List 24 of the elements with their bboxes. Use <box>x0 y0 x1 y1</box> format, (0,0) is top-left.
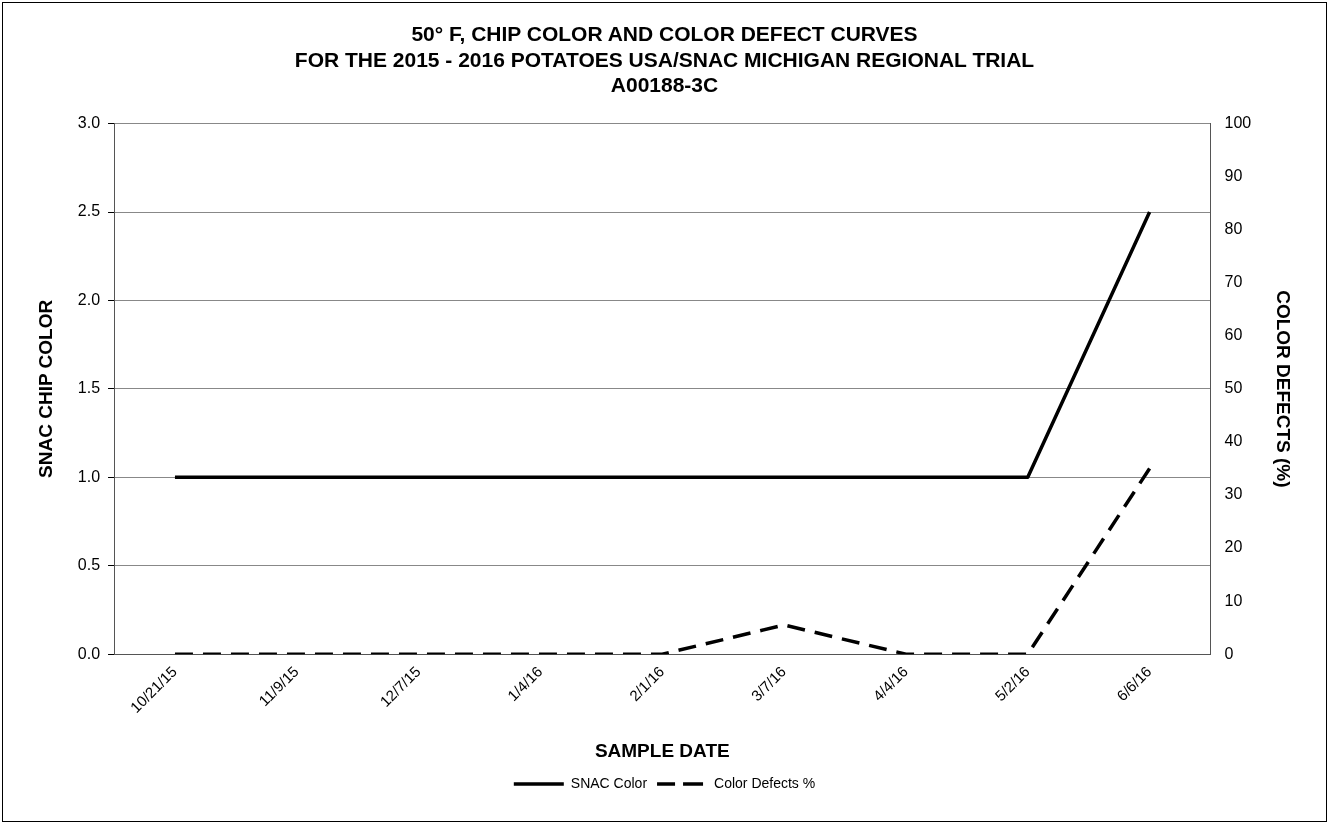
chart-title: 50° F, CHIP COLOR AND COLOR DEFECT CURVES FOR THE 2015 - 2016 POTATOES USA/SNAC MICHIGAN REGIONAL TRIAL A00188-3C <box>294 22 1035 96</box>
y2-tick-label: 100 <box>1224 114 1252 132</box>
y-tick-label: 2.5 <box>77 202 101 220</box>
y2-tick-label: 0 <box>1224 644 1234 662</box>
y2-tick-label: 60 <box>1224 326 1243 344</box>
x-axis-title: SAMPLE DATE <box>594 739 730 761</box>
legend-label: Color Defects % <box>714 774 816 791</box>
y-tick-label: 2.0 <box>77 290 101 308</box>
y2-axis-title: COLOR DEFECTS (%) <box>1273 290 1295 488</box>
y-tick-label: 0.5 <box>77 556 101 574</box>
y2-tick-label: 40 <box>1224 432 1243 450</box>
y2-tick-label: 20 <box>1224 538 1243 556</box>
y2-tick-label: 70 <box>1224 273 1243 291</box>
y2-tick-label: 50 <box>1224 379 1243 397</box>
y-axis-title: SNAC CHIP COLOR <box>34 299 56 478</box>
y-tick-label: 0.0 <box>77 644 101 662</box>
y2-tick-label: 80 <box>1224 220 1243 238</box>
y2-tick-label: 10 <box>1224 591 1243 609</box>
y-tick-label: 3.0 <box>77 114 101 132</box>
y-tick-label: 1.0 <box>77 467 101 485</box>
y2-tick-label: 90 <box>1224 167 1243 185</box>
y2-tick-label: 30 <box>1224 485 1243 503</box>
y-tick-label: 1.5 <box>77 379 101 397</box>
legend-label: SNAC Color <box>570 774 648 791</box>
